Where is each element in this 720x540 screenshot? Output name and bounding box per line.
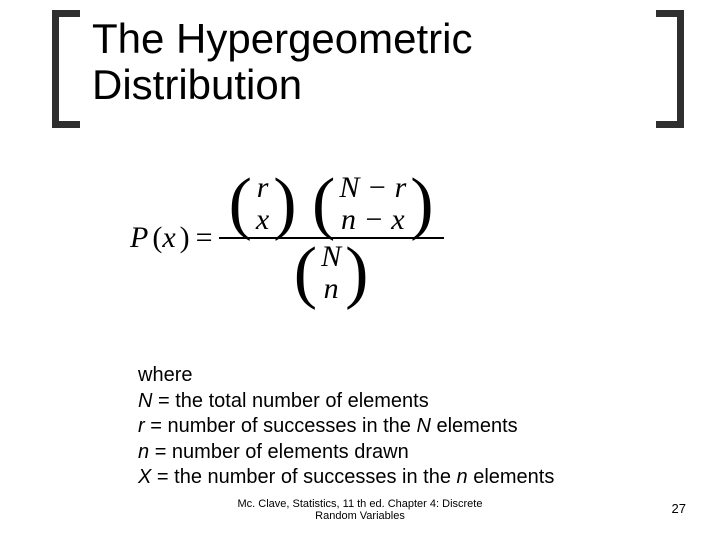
binom-top: N [321,241,341,273]
definitions: where N N = the total number of elements… [138,363,638,491]
formula: P(x) = ( r x ) ( N − r n − x [130,170,444,306]
footer-line1: Mc. Clave, Statistics, 11 th ed. Chapter… [238,498,483,510]
title-underline [52,120,684,124]
bracket-right [654,10,684,128]
binom-top: r [257,172,269,204]
binom-r-x: ( r x ) [225,172,301,235]
paren-open-icon: ( [229,174,252,234]
def-X: X = the number of successes in the n ele… [138,465,638,491]
formula-numerator: ( r x ) ( N − r n − x ) [219,170,444,237]
paren-close-icon: ) [345,243,368,303]
bracket-left [52,10,82,128]
def-N: N N = the total number of elements= the … [138,389,638,415]
paren-open-icon: ( [312,174,335,234]
binom-bot: n − x [341,204,405,236]
binom-bot: x [256,204,269,236]
formula-paren-open: ( [152,221,162,254]
def-where: where [138,363,638,389]
binom-bot: n [324,273,339,305]
formula-equals: = [190,221,219,255]
footer-citation: Mc. Clave, Statistics, 11 th ed. Chapter… [0,498,720,522]
binom-top: N − r [339,172,406,204]
binom-N-n: ( N n ) [290,241,373,304]
paren-close-icon: ) [273,174,296,234]
footer-line2: Random Variables [315,510,405,522]
paren-open-icon: ( [294,243,317,303]
paren-close-icon: ) [410,174,433,234]
def-n: n = number of elements drawnn = number o… [138,440,638,466]
binom-Nr-nx: ( N − r n − x ) [308,172,438,235]
def-r: r = number of successes in the N element… [138,414,638,440]
formula-P: P [130,221,152,254]
formula-denominator: ( N n ) [284,239,379,306]
formula-fraction: ( r x ) ( N − r n − x ) [219,170,444,306]
formula-x: x [162,221,179,254]
page-number: 27 [672,501,686,516]
slide: The Hypergeometric Distribution P(x) = (… [0,0,720,540]
page-title: The Hypergeometric Distribution [92,16,644,108]
formula-paren-close: ) [180,221,190,254]
title-block: The Hypergeometric Distribution [52,10,684,128]
